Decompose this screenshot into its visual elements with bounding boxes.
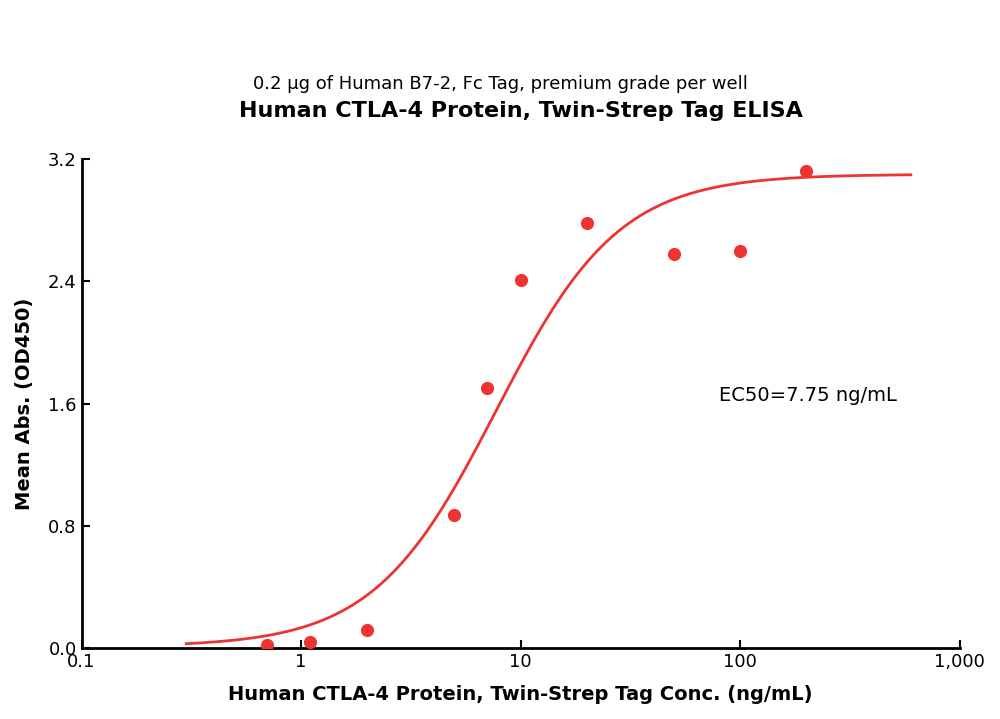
X-axis label: Human CTLA-4 Protein, Twin-Strep Tag Conc. (ng/mL): Human CTLA-4 Protein, Twin-Strep Tag Con… [228, 685, 813, 704]
Point [798, 165, 814, 177]
Point [259, 639, 275, 651]
Text: 0.2 μg of Human B7-2, Fc Tag, premium grade per well: 0.2 μg of Human B7-2, Fc Tag, premium gr… [253, 75, 747, 93]
Point [513, 274, 529, 285]
Point [579, 217, 595, 229]
Point [732, 245, 748, 257]
Point [666, 248, 682, 260]
Point [302, 636, 318, 648]
Point [446, 510, 462, 521]
Point [359, 624, 375, 636]
Title: Human CTLA-4 Protein, Twin-Strep Tag ELISA: Human CTLA-4 Protein, Twin-Strep Tag ELI… [239, 101, 802, 122]
Text: EC50=7.75 ng/mL: EC50=7.75 ng/mL [719, 386, 897, 406]
Y-axis label: Mean Abs. (OD450): Mean Abs. (OD450) [15, 298, 34, 510]
Point [479, 383, 495, 394]
